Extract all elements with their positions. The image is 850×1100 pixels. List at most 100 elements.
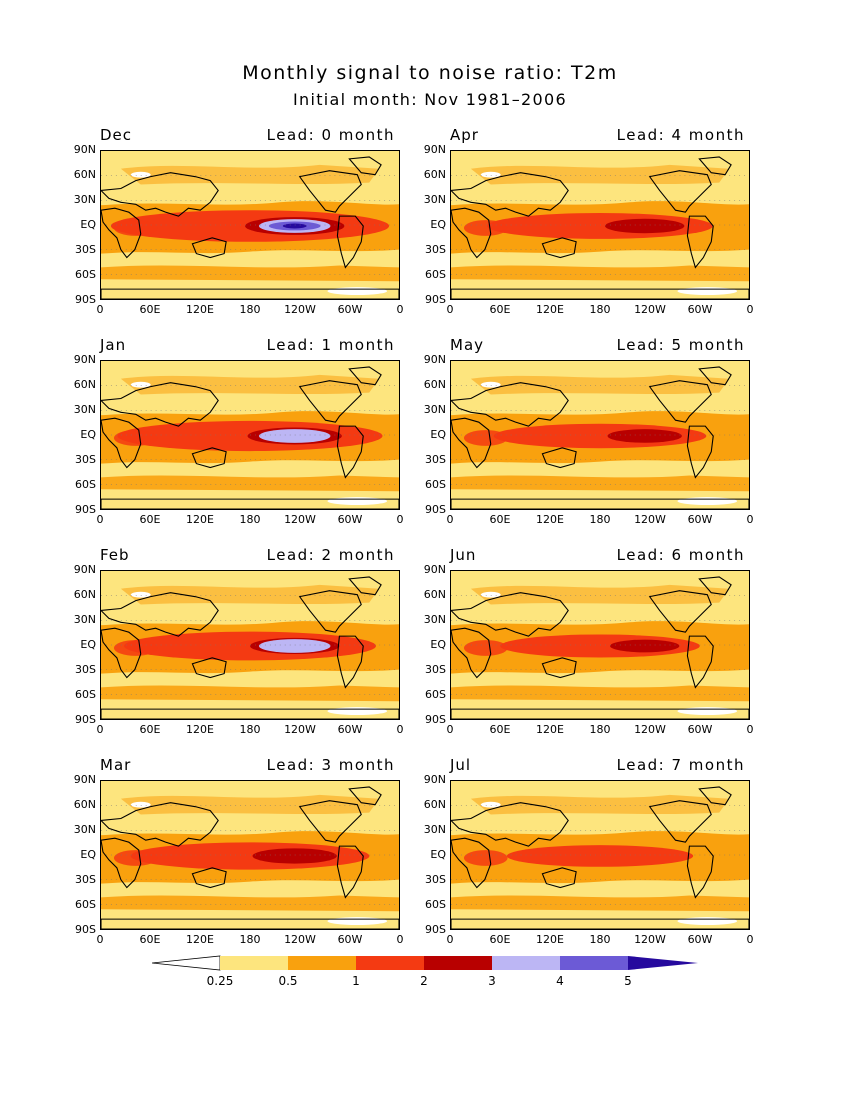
colorbar-segment (560, 956, 628, 970)
colorbar-tick-label: 3 (488, 974, 496, 988)
lon-tick-label: 60W (687, 723, 713, 736)
lat-tick-label: 60N (423, 168, 446, 181)
lat-tick-label: 90N (73, 773, 96, 786)
lon-tick-label: 0 (396, 303, 404, 316)
map-panel (100, 150, 400, 300)
signal-noise-map (451, 781, 749, 929)
lat-tick-label: 60N (73, 378, 96, 391)
coastline (648, 380, 712, 423)
coastline (541, 447, 577, 469)
coastline (686, 635, 714, 689)
coastline (686, 215, 714, 269)
coastline (451, 802, 569, 847)
colorbar-tick-label: 0.5 (278, 974, 298, 988)
coastline (101, 288, 399, 299)
field-band-north (120, 794, 380, 815)
lon-tick-label: 120E (186, 723, 214, 736)
field-level-3 (610, 639, 680, 653)
lat-tick-label: 30N (423, 193, 446, 206)
lat-tick-label: 30N (73, 823, 96, 836)
lat-tick-label: EQ (430, 428, 446, 441)
lon-tick-label: 0 (96, 303, 104, 316)
lat-tick-label: 60S (425, 478, 446, 491)
panel-month-label: Dec (100, 126, 133, 144)
lon-tick-label: 60W (337, 723, 363, 736)
colorbar-tick-label: 5 (624, 974, 632, 988)
field-level-0p25 (480, 171, 501, 178)
field-level-0p25 (480, 591, 501, 598)
lon-tick-label: 180 (589, 513, 611, 526)
field-level-5 (268, 431, 321, 441)
map-panel (100, 360, 400, 510)
lon-tick-label: 60W (337, 513, 363, 526)
field-band-south (451, 895, 749, 912)
lon-tick-label: 0 (746, 933, 754, 946)
lat-tick-label: 60N (73, 588, 96, 601)
field-band-north (120, 374, 380, 395)
chart-title: Monthly signal to noise ratio: T2m (242, 62, 618, 84)
lon-tick-label: 60E (139, 513, 161, 526)
field-level-3 (252, 848, 337, 864)
lon-tick-label: 120W (634, 723, 666, 736)
field-band-south (451, 475, 749, 492)
map-panel (100, 570, 400, 720)
lat-tick-label: 90N (73, 563, 96, 576)
coastline (336, 215, 364, 269)
colorbar-tick-label: 2 (420, 974, 428, 988)
chart-subtitle: Initial month: Nov 1981–2006 (293, 90, 567, 109)
field-level-0p25 (677, 707, 738, 716)
field-band-south (101, 685, 399, 702)
coastline (101, 498, 399, 509)
field-indian-ocean (463, 850, 508, 866)
lat-tick-label: 90S (425, 923, 446, 936)
lat-tick-label: EQ (430, 638, 446, 651)
coastline (191, 447, 227, 469)
panel-month-label: Jul (450, 756, 472, 774)
coastline (101, 837, 142, 889)
lat-tick-label: 90N (423, 143, 446, 156)
field-level-0p25 (480, 381, 501, 388)
lon-tick-label: 120E (536, 723, 564, 736)
field-indian-ocean (463, 220, 508, 236)
lon-tick-label: 120E (536, 933, 564, 946)
lon-tick-label: 0 (96, 723, 104, 736)
lon-tick-label: 180 (239, 933, 261, 946)
field-indian-ocean (113, 430, 158, 446)
lat-tick-label: EQ (80, 848, 96, 861)
lon-tick-label: 120W (634, 303, 666, 316)
lon-tick-label: 60E (139, 303, 161, 316)
coastline (298, 800, 362, 843)
coastline (451, 417, 492, 469)
field-band-north (120, 164, 380, 185)
colorbar-high-triangle (628, 956, 698, 970)
coastline (698, 786, 732, 806)
field-level-2 (506, 845, 694, 867)
coastline (101, 592, 219, 637)
field-indian-ocean (113, 640, 158, 656)
coastline (298, 590, 362, 633)
coastline (336, 425, 364, 479)
lat-tick-label: 90N (73, 353, 96, 366)
coastline (348, 576, 382, 596)
lon-tick-label: 60W (687, 513, 713, 526)
lat-tick-label: 60S (75, 898, 96, 911)
field-level-0p25 (130, 381, 151, 388)
lat-tick-label: 90N (423, 563, 446, 576)
lon-tick-label: 120W (284, 933, 316, 946)
lon-tick-label: 60E (489, 933, 511, 946)
coastline (541, 657, 577, 679)
panel-month-label: May (450, 336, 485, 354)
lat-tick-label: 90N (73, 143, 96, 156)
coastline (541, 867, 577, 889)
coastline (648, 800, 712, 843)
lon-tick-label: 0 (96, 933, 104, 946)
field-indian-ocean (463, 640, 508, 656)
lon-tick-label: 120W (634, 513, 666, 526)
signal-noise-map (451, 571, 749, 719)
lat-tick-label: 30S (75, 453, 96, 466)
lat-tick-label: 30N (423, 823, 446, 836)
field-level-0p25 (677, 497, 738, 506)
lat-tick-label: 30S (425, 453, 446, 466)
lon-tick-label: 0 (746, 723, 754, 736)
lon-tick-label: 0 (396, 513, 404, 526)
